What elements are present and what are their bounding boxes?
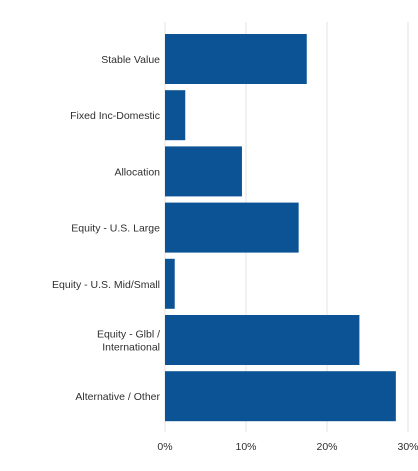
x-axis-tick-labels: 0% 10% 20% 30% — [157, 441, 418, 453]
x-tick-label: 10% — [235, 441, 256, 453]
bar — [165, 202, 299, 253]
x-tick-label: 30% — [397, 441, 418, 453]
bars — [165, 34, 396, 422]
category-label: Equity - U.S. Large — [71, 223, 160, 235]
category-label: Fixed Inc-Domestic — [70, 110, 160, 122]
category-label: Alternative / Other — [75, 391, 160, 403]
bar — [165, 315, 360, 365]
x-tick-label: 20% — [316, 441, 337, 453]
category-label: Equity - U.S. Mid/Small — [52, 279, 160, 291]
category-label: International — [102, 342, 160, 354]
bar — [165, 258, 175, 309]
category-labels: Stable Value Fixed Inc-Domestic Allocation… — [52, 54, 160, 403]
category-label: Allocation — [114, 166, 160, 178]
bar — [165, 371, 396, 422]
category-label: Equity - Glbl / — [97, 329, 160, 341]
bar — [165, 34, 307, 84]
bar — [165, 146, 242, 197]
x-tick-label: 0% — [157, 441, 172, 453]
bar — [165, 90, 186, 141]
category-label: Stable Value — [101, 54, 160, 66]
